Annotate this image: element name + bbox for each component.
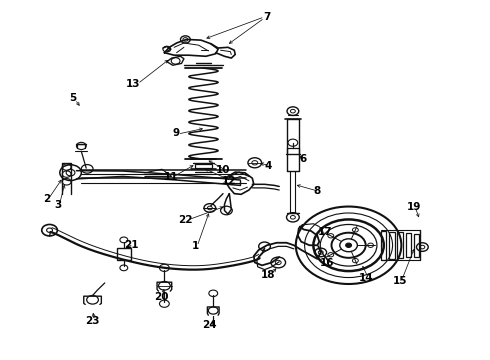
Text: 6: 6 [299, 154, 306, 164]
Text: 16: 16 [320, 258, 334, 268]
Text: 11: 11 [164, 172, 178, 182]
Text: 21: 21 [124, 239, 139, 249]
Text: 18: 18 [261, 270, 276, 280]
Text: 24: 24 [202, 320, 217, 330]
Text: 14: 14 [359, 273, 373, 283]
Bar [117, 248, 131, 260]
Text: 13: 13 [125, 79, 140, 89]
Text: 2: 2 [44, 194, 51, 204]
Text: 20: 20 [154, 292, 168, 302]
Text: 19: 19 [406, 202, 421, 212]
Text: 3: 3 [55, 200, 62, 210]
Bar [406, 233, 411, 257]
Text: 9: 9 [172, 129, 179, 138]
Text: 15: 15 [393, 276, 408, 286]
Text: 1: 1 [192, 241, 199, 251]
Bar [414, 234, 419, 257]
Bar [195, 163, 212, 168]
Text: 23: 23 [85, 316, 100, 325]
Bar [381, 231, 386, 260]
Text: 8: 8 [314, 186, 321, 197]
Text: 10: 10 [216, 165, 230, 175]
Text: 7: 7 [263, 12, 270, 22]
Text: 17: 17 [318, 227, 333, 237]
Text: 4: 4 [265, 161, 272, 171]
Text: 12: 12 [222, 176, 237, 186]
Circle shape [345, 243, 351, 247]
Bar [397, 232, 403, 258]
Bar [389, 231, 394, 259]
Text: 5: 5 [70, 93, 76, 103]
Text: 22: 22 [178, 215, 193, 225]
